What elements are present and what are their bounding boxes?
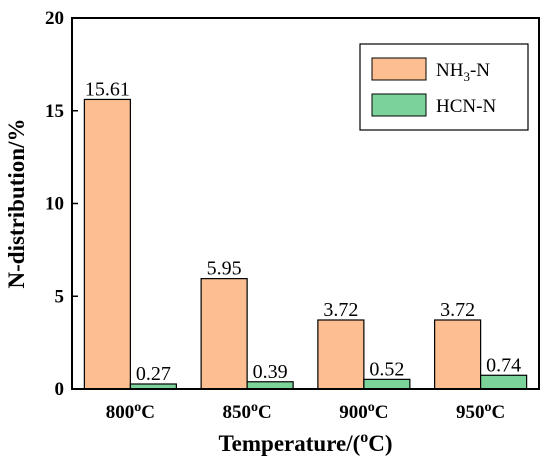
y-axis-ticks: 0 5 10 15 20 xyxy=(45,8,78,400)
x-tick-label: 800oC xyxy=(106,400,155,423)
data-label-hcn-n-2: 0.39 xyxy=(253,361,288,383)
x-tick-label: 900oC xyxy=(339,400,388,423)
data-label-hcn-n-1: 0.27 xyxy=(136,363,171,385)
bar-nh3-n-1 xyxy=(83,98,131,390)
bar-hcn-n-3 xyxy=(363,378,411,390)
legend-box xyxy=(359,43,529,131)
data-label-hcn-n-4: 0.74 xyxy=(486,354,521,376)
data-label-hcn-n-3: 0.52 xyxy=(369,358,404,380)
y-tick-label: 5 xyxy=(55,286,65,307)
x-tick-label: 950oC xyxy=(456,400,505,423)
bar-hcn-n-2 xyxy=(246,381,294,390)
y-tick-label: 20 xyxy=(45,8,64,29)
bar-nh3-n-4 xyxy=(434,319,482,390)
bar-hcn-n-4 xyxy=(480,374,528,390)
bars-layer xyxy=(83,98,528,390)
x-tick-label: 850oC xyxy=(223,400,272,423)
legend-swatch-hcn-n xyxy=(371,93,427,117)
legend-label-nh3-n: NH3-N xyxy=(436,60,490,84)
legend-label-hcn-n: HCN-N xyxy=(436,96,496,117)
y-axis-title: N-distribution/% xyxy=(4,119,29,289)
y-tick-label: 0 xyxy=(55,379,65,400)
bar-nh3-n-2 xyxy=(200,278,248,390)
x-axis-ticks: 800oC 850oC 900oC 950oC xyxy=(106,400,505,423)
legend-items: NH3-N HCN-N xyxy=(371,57,496,117)
data-label-nh3-n-2: 5.95 xyxy=(207,258,242,280)
data-label-nh3-n-4: 3.72 xyxy=(440,299,475,321)
legend-swatch-nh3-n xyxy=(371,57,427,81)
data-label-nh3-n-3: 3.72 xyxy=(323,299,358,321)
data-label-nh3-n-1: 15.61 xyxy=(85,78,130,100)
bar-nh3-n-3 xyxy=(317,319,365,390)
legend: NH3-N HCN-N xyxy=(359,43,529,131)
x-axis-title: Temperature/(oC) xyxy=(218,429,392,456)
data-labels-layer: 15.61 0.27 5.95 0.39 3.72 0.52 3.72 0.74 xyxy=(85,78,521,385)
y-tick-label: 15 xyxy=(45,101,64,122)
y-tick-label: 10 xyxy=(45,194,64,215)
